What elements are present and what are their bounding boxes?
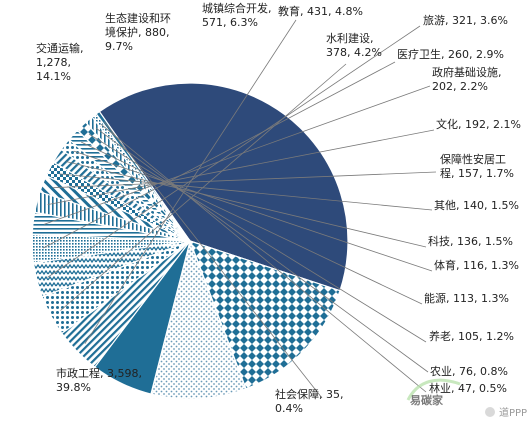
data-label-16: 农业, 76, 0.8% [430, 364, 508, 378]
leader-line-6 [47, 25, 421, 278]
leader-line-9 [47, 129, 435, 206]
leader-line-16 [95, 127, 429, 373]
data-label-4: 教育, 431, 4.8% [278, 4, 363, 18]
data-label-0: 市政工程, 3,598, 39.8% [56, 366, 142, 394]
data-label-6: 旅游, 321, 3.6% [423, 13, 508, 27]
data-label-12: 科技, 136, 1.5% [428, 234, 513, 248]
leader-line-18 [103, 121, 323, 399]
leader-line-10 [53, 171, 437, 189]
data-label-14: 能源, 113, 1.3% [424, 291, 509, 305]
data-label-5: 水利建设, 378, 4.2% [326, 31, 382, 59]
data-label-3: 城镇综合开发, 571, 6.3% [202, 1, 272, 29]
leader-line-7 [43, 61, 396, 249]
pie-slices [31, 82, 349, 400]
pie-slice-18 [95, 110, 191, 242]
data-label-8: 政府基础设施, 202, 2.2% [432, 65, 502, 93]
leader-line-17 [100, 123, 427, 393]
data-label-2: 生态建设和环境保护, 880, 9.7% [105, 11, 171, 53]
data-label-13: 体育, 116, 1.3% [434, 258, 519, 272]
data-label-7: 医疗卫生, 260, 2.9% [397, 47, 504, 61]
leader-line-11 [59, 173, 433, 211]
data-label-11: 其他, 140, 1.5% [434, 199, 519, 212]
data-label-18: 社会保障, 35, 0.4% [275, 387, 344, 415]
data-label-17: 林业, 47, 0.5% [429, 381, 507, 395]
data-label-9: 文化, 192, 2.1% [436, 117, 521, 131]
leader-lines [43, 19, 437, 399]
data-label-10: 保障性安居工程, 157, 1.7% [440, 152, 514, 180]
leader-line-8 [43, 85, 431, 225]
pie-slice-0 [98, 82, 349, 292]
leader-line-13 [73, 150, 433, 272]
pie-slice-2 [150, 239, 247, 400]
leader-line-12 [66, 161, 427, 248]
data-label-1: 交通运输, 1,278, 14.1% [36, 41, 84, 83]
leader-line-14 [81, 141, 423, 305]
data-labels: 市政工程, 3,598, 39.8% 交通运输, 1,278, 14.1% 生态建设和环境… [36, 1, 521, 415]
leader-line-5 [60, 63, 347, 311]
leader-line-15 [88, 133, 427, 343]
data-label-15: 养老, 105, 1.2% [429, 329, 514, 343]
